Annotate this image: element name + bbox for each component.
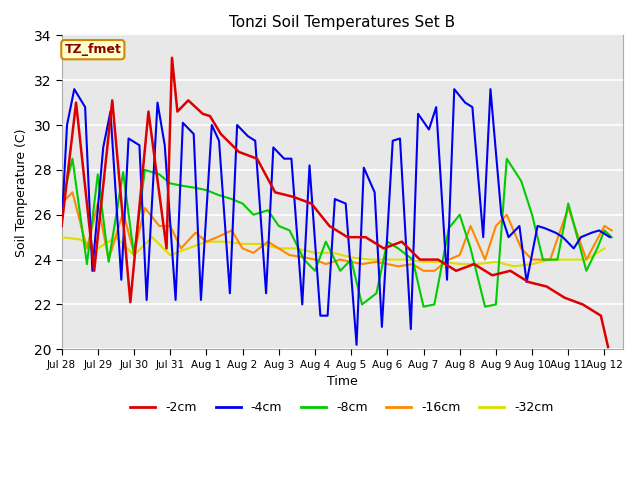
X-axis label: Time: Time [326,375,358,388]
Text: TZ_fmet: TZ_fmet [65,43,121,56]
Legend: -2cm, -4cm, -8cm, -16cm, -32cm: -2cm, -4cm, -8cm, -16cm, -32cm [125,396,559,420]
Y-axis label: Soil Temperature (C): Soil Temperature (C) [15,128,28,257]
Title: Tonzi Soil Temperatures Set B: Tonzi Soil Temperatures Set B [229,15,455,30]
